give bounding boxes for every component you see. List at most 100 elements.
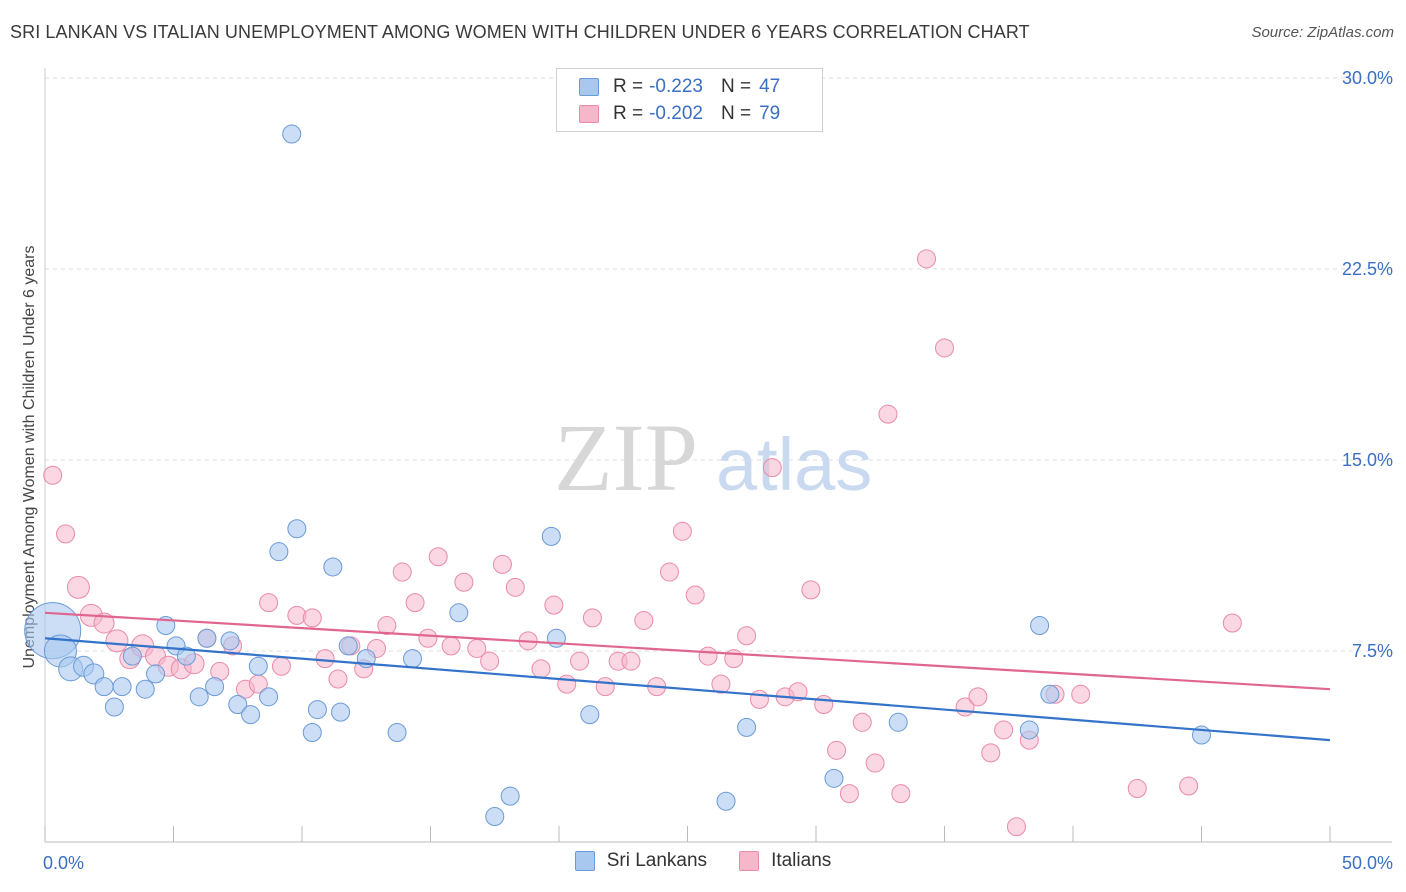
- sri-lankans-point: [888, 712, 908, 732]
- sri-lankans-point: [331, 702, 351, 722]
- n-label: N =: [720, 103, 752, 124]
- italians-point: [878, 404, 898, 424]
- italians-point: [749, 689, 769, 709]
- sri-lankans-point: [403, 649, 423, 669]
- sri-lankans-swatch: [579, 78, 599, 96]
- tick-labels: 7.5% 15.0% 22.5% 30.0% 0.0% 50.0%: [43, 68, 1393, 873]
- italians-point: [480, 651, 500, 671]
- italians-point: [505, 577, 525, 597]
- italians-point: [441, 636, 461, 656]
- sri-lankans-point: [1019, 720, 1039, 740]
- italians-point: [315, 649, 335, 669]
- r-label: R =: [613, 76, 644, 97]
- sri-lankans-point: [287, 519, 307, 539]
- italians-point: [737, 626, 757, 646]
- italians-point: [660, 562, 680, 582]
- sri-lankans-point: [228, 694, 248, 714]
- y-tick-label: 7.5%: [1352, 641, 1393, 661]
- italians-point: [259, 593, 279, 613]
- sri-lankans-point: [135, 679, 155, 699]
- italians-point: [1222, 613, 1242, 633]
- italians-point: [557, 674, 577, 694]
- italians-point: [852, 712, 872, 732]
- n-value: 47: [759, 76, 781, 97]
- sri-lankans-point: [241, 705, 261, 725]
- italians-point: [827, 740, 847, 760]
- legend-item-italians[interactable]: Italians: [739, 850, 831, 872]
- italians-point: [634, 610, 654, 630]
- sri-lankans-point: [541, 526, 561, 546]
- sri-lankans-point: [500, 786, 520, 806]
- italians-point: [1179, 776, 1199, 796]
- sri-lankans-trend-line: [44, 637, 1331, 742]
- italians-point: [968, 687, 988, 707]
- stats-row-sri-lankans: R = -0.223 N = 47: [579, 74, 780, 100]
- italians-point: [93, 612, 115, 634]
- n-value: 79: [759, 103, 781, 124]
- italians-point: [891, 784, 911, 804]
- sri-lankans-point: [580, 705, 600, 725]
- sri-lankans-point: [449, 603, 469, 623]
- sri-lankans-point: [485, 807, 505, 827]
- italians-point: [981, 743, 1001, 763]
- sri-lankans-point: [323, 557, 343, 577]
- sri-lankans-point: [387, 722, 407, 742]
- italians-point: [377, 616, 397, 636]
- italians-point: [595, 677, 615, 697]
- sri-lankans-point: [220, 631, 240, 651]
- x-tick-label: 50.0%: [1342, 853, 1393, 873]
- italians-point: [711, 674, 731, 694]
- italians-point: [917, 249, 937, 269]
- italians-point: [328, 669, 348, 689]
- x-tick-label: 0.0%: [43, 853, 84, 873]
- y-tick-label: 15.0%: [1342, 450, 1393, 470]
- legend-item-sri-lankans[interactable]: Sri Lankans: [574, 850, 707, 872]
- r-value: -0.202: [649, 103, 703, 124]
- sri-lankans-point: [197, 628, 217, 648]
- italians-point: [788, 682, 808, 702]
- sri-lankans-point: [824, 768, 844, 788]
- sri-lankans-point: [248, 656, 268, 676]
- italians-point: [1006, 817, 1026, 837]
- sri-lankans-point: [716, 791, 736, 811]
- italians-point: [621, 651, 641, 671]
- italians-point: [105, 629, 129, 653]
- sri-lankans-point: [104, 697, 124, 717]
- sri-lankans-point: [146, 664, 166, 684]
- italians-point: [994, 720, 1014, 740]
- series-legend: Sri Lankans Italians: [0, 850, 1406, 872]
- y-tick-label: 22.5%: [1342, 259, 1393, 279]
- italians-point: [672, 521, 692, 541]
- y-tick-label: 30.0%: [1342, 68, 1393, 88]
- italians-point: [698, 646, 718, 666]
- sri-lankans-legend-swatch: [574, 851, 595, 871]
- italians-point: [1127, 779, 1147, 799]
- italians-point: [570, 651, 590, 671]
- sri-lankans-point: [1040, 684, 1060, 704]
- italians-point: [418, 628, 438, 648]
- italians-trend-line: [44, 611, 1331, 691]
- r-value: -0.223: [649, 76, 703, 97]
- axes: [44, 68, 1392, 843]
- italians-point: [66, 575, 90, 599]
- italians-point: [302, 608, 322, 628]
- sri-lankans-point: [282, 124, 302, 144]
- italians-point: [271, 656, 291, 676]
- sri-lankans-point: [94, 677, 114, 697]
- stats-row-italians: R = -0.202 N = 79: [579, 101, 780, 127]
- italians-point: [865, 753, 885, 773]
- italians-point: [454, 572, 474, 592]
- italians-point: [428, 547, 448, 567]
- italians-point: [839, 784, 859, 804]
- italians-point: [531, 659, 551, 679]
- sri-lankans-point: [1030, 616, 1050, 636]
- watermark-zip: ZIP: [554, 404, 698, 511]
- legend-label: Italians: [771, 850, 832, 871]
- italians-point: [492, 554, 512, 574]
- italians-point: [935, 338, 954, 358]
- sri-lankans-points: [24, 124, 1211, 827]
- sri-lankans-point: [205, 677, 225, 697]
- italians-point: [392, 562, 412, 582]
- watermark: ZIP atlas: [554, 404, 872, 511]
